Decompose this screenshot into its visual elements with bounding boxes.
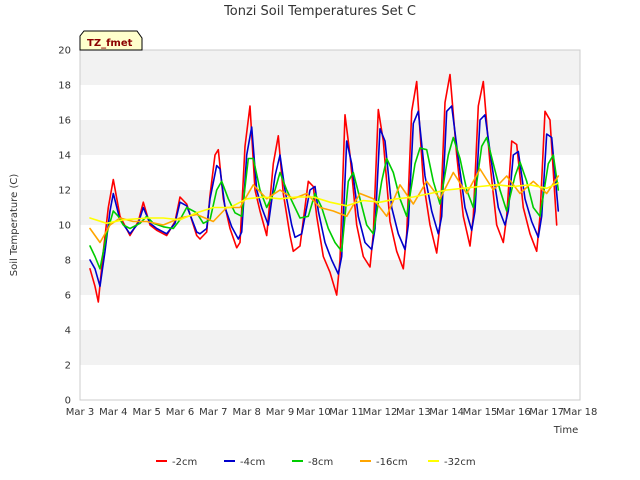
- y-tick-label: 16: [58, 116, 71, 127]
- x-tick-label: Mar 11: [329, 407, 364, 418]
- series-line: [89, 73, 558, 303]
- plot-band: [80, 365, 580, 400]
- y-tick-label: 0: [65, 396, 71, 407]
- x-tick-label: Mar 18: [563, 407, 598, 418]
- y-tick-label: 8: [65, 256, 71, 267]
- x-tick-label: Mar 16: [496, 407, 531, 418]
- site-badge: TZ_fmet: [79, 30, 143, 51]
- plot-band: [80, 260, 580, 295]
- x-tick-label: Mar 5: [132, 407, 160, 418]
- y-tick-label: 18: [58, 81, 71, 92]
- x-tick-label: Mar 13: [396, 407, 431, 418]
- y-tick-label: 14: [58, 151, 71, 162]
- legend-label: -2cm: [172, 457, 197, 468]
- x-tick-labels: Mar 3 Mar 4 Mar 5 Mar 6 Mar 7 Mar 8 Mar 9 Mar 1…: [66, 407, 598, 418]
- plot-band: [80, 295, 580, 330]
- legend-label: -8cm: [308, 457, 333, 468]
- chart-title: Tonzi Soil Temperatures Set C: [223, 4, 416, 19]
- plot-band: [80, 330, 580, 365]
- y-tick-labels: 0 2 4 6 8 10 12 14 16 18 20: [58, 46, 71, 407]
- series-line: [89, 105, 560, 288]
- x-axis-label: Time: [553, 425, 578, 436]
- series-line: [89, 168, 560, 244]
- x-tick-label: Mar 14: [429, 407, 464, 418]
- x-tick-label: Mar 3: [66, 407, 94, 418]
- y-axis-label: Soil Temperature (C): [9, 174, 20, 277]
- y-tick-label: 4: [65, 326, 71, 337]
- x-tick-label: Mar 12: [363, 407, 398, 418]
- y-tick-label: 10: [58, 221, 71, 232]
- plot-band: [80, 120, 580, 155]
- plot-band: [80, 155, 580, 190]
- y-tick-label: 20: [58, 46, 71, 57]
- legend-label: -4cm: [240, 457, 265, 468]
- y-tick-label: 2: [65, 361, 71, 372]
- x-tick-label: Mar 17: [529, 407, 564, 418]
- site-badge-shape: [79, 30, 143, 51]
- legend-label: -16cm: [376, 457, 408, 468]
- plot-band: [80, 50, 580, 85]
- y-tick-label: 12: [58, 186, 71, 197]
- y-tick-label: 6: [65, 291, 71, 302]
- x-tick-label: Mar 6: [166, 407, 194, 418]
- plot-frame: [79, 49, 581, 401]
- plot-band: [80, 85, 580, 120]
- x-tick-label: Mar 10: [296, 407, 331, 418]
- x-tick-label: Mar 15: [463, 407, 498, 418]
- legend: -2cm -4cm -8cm -16cm -32cm: [156, 457, 476, 468]
- x-tick-label: Mar 4: [99, 407, 127, 418]
- series-line: [89, 136, 560, 270]
- x-tick-label: Mar 9: [266, 407, 294, 418]
- x-tick-label: Mar 8: [232, 407, 260, 418]
- series-line: [89, 182, 560, 225]
- legend-label: -32cm: [444, 457, 476, 468]
- series-lines: [89, 73, 560, 303]
- x-tick-label: Mar 7: [199, 407, 227, 418]
- site-badge-label: TZ_fmet: [87, 38, 133, 49]
